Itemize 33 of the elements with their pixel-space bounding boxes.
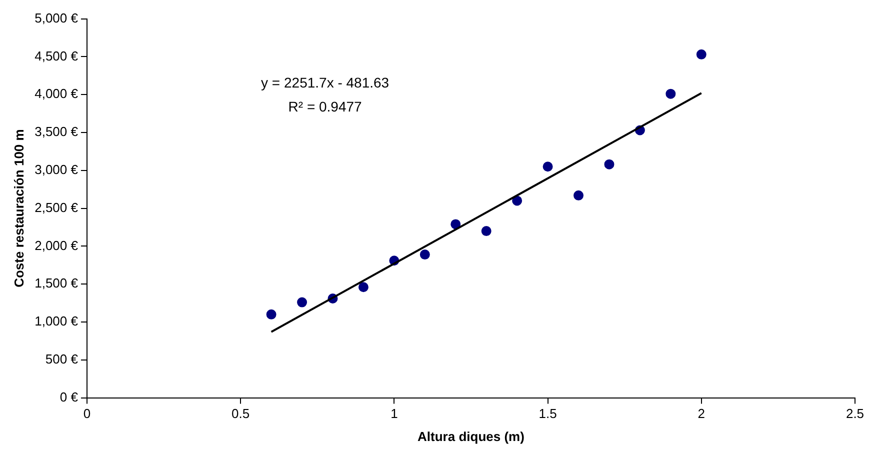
point <box>696 49 706 60</box>
y-tick-label: 2,000 € <box>34 238 79 253</box>
y-tick-label: 5,000 € <box>34 10 79 26</box>
y-tick-label: 3,000 € <box>34 162 79 177</box>
x-tick-label: 1.5 <box>538 406 557 422</box>
y-tick-label: 4,500 € <box>34 48 79 64</box>
point <box>450 219 461 230</box>
x-tick-label: 2.5 <box>846 406 864 422</box>
point <box>358 282 368 292</box>
point <box>512 196 522 206</box>
annotation: y = 2251.7x - 481.63 <box>261 74 390 91</box>
x-tick-label: 1 <box>390 406 398 422</box>
x-tick-label: 0 <box>83 406 91 422</box>
y-axis-title: Coste restauración 100 m <box>11 129 26 288</box>
point <box>420 250 430 260</box>
point <box>574 190 584 200</box>
point <box>266 309 276 320</box>
x-axis-title: Altura diques (m) <box>418 428 524 444</box>
y-tick-label: 500 € <box>45 351 79 366</box>
y-tick-label: 1,000 € <box>34 314 79 329</box>
y-tick-label: 4,000 € <box>34 86 79 102</box>
point <box>666 88 676 99</box>
y-tick-label: 0 € <box>60 389 79 404</box>
point <box>481 226 492 236</box>
annotation: R² = 0.9477 <box>288 98 362 115</box>
x-tick-label: 2 <box>698 406 706 422</box>
y-tick-label: 2,500 € <box>34 200 79 215</box>
x-tick-label: 0.5 <box>232 406 250 422</box>
point <box>604 159 614 170</box>
point <box>542 162 553 172</box>
point <box>297 297 308 308</box>
y-tick-label: 3,500 € <box>34 124 79 140</box>
y-tick-label: 1,500 € <box>34 276 79 291</box>
